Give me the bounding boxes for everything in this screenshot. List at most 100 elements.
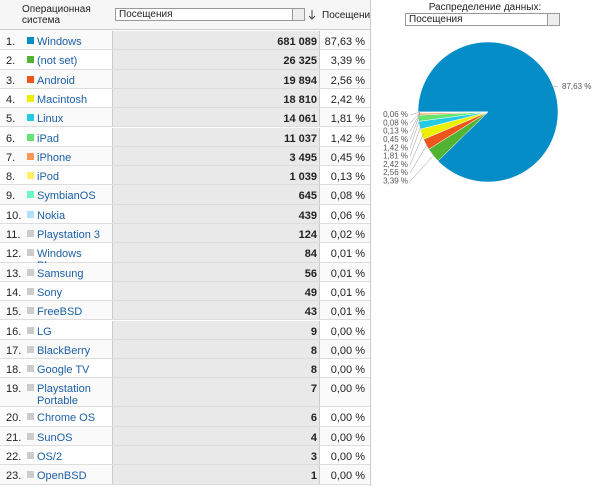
- pie-label: 0,06 %: [383, 110, 408, 119]
- share: 0,02 %: [330, 229, 365, 241]
- leader-line: [409, 111, 421, 116]
- row-index: 15.: [6, 306, 22, 319]
- os-link[interactable]: OpenBSD: [37, 470, 87, 483]
- visits: 8: [310, 344, 317, 357]
- share: 0,01 %: [330, 286, 365, 299]
- row-index: 19.: [6, 383, 22, 396]
- row-index: 13.: [6, 267, 22, 280]
- os-link[interactable]: Android: [37, 74, 75, 87]
- color-swatch: [27, 413, 34, 421]
- color-swatch: [27, 152, 34, 160]
- bar-cell: [112, 127, 320, 146]
- share: 0,01 %: [330, 248, 365, 261]
- os-link[interactable]: FreeBSD: [37, 306, 83, 319]
- bar-cell: [112, 224, 320, 243]
- share: 0,13 %: [330, 171, 365, 184]
- color-swatch: [27, 133, 34, 141]
- row-index: 12.: [6, 248, 22, 261]
- dimension-header[interactable]: Операционная система: [22, 4, 91, 26]
- share: 0,00 %: [330, 325, 365, 338]
- metric-header[interactable]: Посещения: [322, 10, 376, 21]
- share: 1,42 %: [330, 132, 365, 145]
- pie-label: 0,08 %: [383, 118, 408, 127]
- visits: 84: [304, 248, 317, 261]
- os-link[interactable]: Nokia: [37, 209, 66, 222]
- os-link[interactable]: iPad: [37, 132, 60, 145]
- os-link[interactable]: Chrome OS: [37, 412, 96, 425]
- bar-cell: [112, 185, 320, 204]
- bar-cell: [112, 320, 320, 339]
- pie-label: 0,13 %: [383, 127, 408, 136]
- pie-label: 1,42 %: [383, 143, 408, 152]
- row-index: 17.: [6, 344, 22, 357]
- leader-line: [409, 112, 421, 132]
- os-link[interactable]: iPhone: [37, 151, 72, 164]
- os-link[interactable]: Playstation Portable: [37, 383, 91, 408]
- pie-label: 1,81 %: [383, 152, 408, 161]
- share: 3,39 %: [330, 55, 365, 68]
- color-swatch: [27, 114, 34, 122]
- row-index: 5.: [6, 113, 16, 126]
- visits: 3: [310, 451, 317, 463]
- row-index: 11.: [6, 229, 21, 241]
- leader-line: [409, 153, 435, 182]
- color-swatch: [27, 345, 34, 353]
- visits: 8: [310, 364, 317, 377]
- share: 0,00 %: [330, 383, 365, 396]
- share: 0,00 %: [330, 364, 365, 377]
- visits: 645: [298, 190, 317, 203]
- color-swatch: [27, 230, 34, 237]
- row-index: 2.: [6, 55, 16, 68]
- os-link[interactable]: OS/2: [37, 451, 63, 463]
- os-link[interactable]: (not set): [37, 55, 78, 68]
- share: 1,81 %: [330, 113, 365, 126]
- share: 2,56 %: [330, 74, 365, 87]
- share: 0,00 %: [330, 451, 365, 463]
- visits: 439: [298, 209, 317, 222]
- os-link[interactable]: Google TV: [37, 364, 90, 377]
- os-link[interactable]: SymbianOS: [37, 190, 96, 203]
- row-index: 4.: [6, 93, 16, 106]
- visits: 26 325: [283, 55, 317, 68]
- bar-cell: [112, 243, 320, 262]
- bar-cell: [112, 88, 320, 108]
- os-link[interactable]: Macintosh: [37, 93, 88, 106]
- os-link[interactable]: Windows: [37, 36, 82, 48]
- leader-line: [409, 112, 421, 124]
- color-swatch: [27, 452, 34, 459]
- color-swatch: [27, 384, 34, 392]
- os-link[interactable]: BlackBerry: [37, 344, 91, 357]
- color-swatch: [27, 326, 34, 334]
- visits: 1 039: [289, 171, 317, 184]
- bar-cell: [112, 281, 320, 301]
- color-swatch: [27, 287, 34, 295]
- color-swatch: [27, 249, 34, 257]
- leader-line: [409, 118, 421, 149]
- chart-select[interactable]: Посещения: [405, 13, 560, 26]
- color-swatch: [27, 268, 34, 276]
- color-swatch: [27, 307, 34, 315]
- metric-select[interactable]: Посещения: [115, 8, 305, 21]
- leader-line: [550, 86, 559, 88]
- sort-arrow[interactable]: [307, 9, 317, 21]
- visits: 7: [310, 383, 317, 396]
- os-link[interactable]: Sony: [37, 286, 63, 299]
- os-link[interactable]: Samsung: [37, 267, 84, 280]
- row-index: 18.: [6, 364, 22, 377]
- os-link[interactable]: Linux: [37, 113, 64, 126]
- pie-label: 2,42 %: [383, 160, 408, 169]
- bar-cell: [112, 146, 320, 166]
- share: 87,63 %: [324, 36, 365, 48]
- os-link[interactable]: LG: [37, 325, 52, 338]
- bar-cell: [112, 204, 320, 223]
- share: 0,01 %: [330, 306, 365, 319]
- visits: 43: [304, 306, 317, 319]
- row-index: 21.: [6, 431, 22, 444]
- os-link[interactable]: iPod: [37, 171, 60, 184]
- bar-cell: [112, 465, 320, 484]
- visits: 49: [304, 286, 317, 299]
- os-link[interactable]: SunOS: [37, 431, 73, 444]
- os-link[interactable]: Playstation 3: [37, 229, 100, 241]
- visits: 14 061: [283, 113, 317, 126]
